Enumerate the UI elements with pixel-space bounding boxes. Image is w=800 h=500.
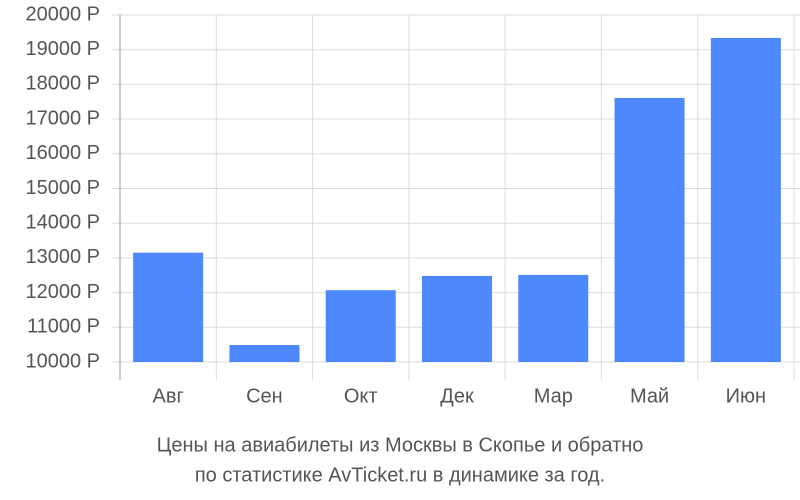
y-tick-label: 16000 Р xyxy=(25,142,100,164)
y-tick-label: 20000 Р xyxy=(25,3,100,25)
x-tick-label: Авг xyxy=(153,385,184,407)
y-tick-label: 13000 Р xyxy=(25,246,100,268)
y-tick-label: 17000 Р xyxy=(25,107,100,129)
bar xyxy=(325,290,396,362)
chart-title: Цены на авиабилеты из Москвы в Скопье и … xyxy=(157,434,644,456)
bar xyxy=(133,252,204,362)
y-tick-label: 10000 Р xyxy=(25,350,100,372)
y-tick-label: 11000 Р xyxy=(27,316,100,338)
bar xyxy=(229,344,300,362)
x-tick-label: Июн xyxy=(726,385,766,407)
y-tick-label: 12000 Р xyxy=(25,281,100,303)
chart-subtitle: по статистике AvTicket.ru в динамике за … xyxy=(195,464,605,486)
y-tick-label: 14000 Р xyxy=(25,211,100,233)
bar xyxy=(614,97,685,363)
x-tick-label: Мар xyxy=(534,385,573,407)
x-tick-label: Дек xyxy=(440,385,474,407)
bar xyxy=(422,275,492,362)
x-tick-label: Окт xyxy=(344,385,378,407)
x-tick-label: Май xyxy=(630,385,669,407)
bar xyxy=(710,37,781,362)
y-tick-label: 15000 Р xyxy=(25,177,100,199)
y-tick-label: 19000 Р xyxy=(25,38,100,60)
x-tick-label: Сен xyxy=(246,385,283,407)
y-tick-label: 18000 Р xyxy=(25,73,100,95)
bar xyxy=(518,274,589,362)
